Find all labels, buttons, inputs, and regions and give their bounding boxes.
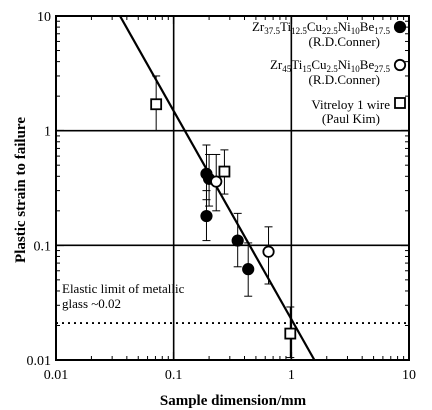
y-axis-title: Plastic strain to failure <box>13 117 29 263</box>
y-tick-label: 10 <box>37 10 51 25</box>
x-tick-label: 0.1 <box>165 368 183 383</box>
data-point-series-1 <box>200 209 213 223</box>
legend-label: Zr37.5Ti12.5Cu22.5Ni10Be17.5 <box>252 19 391 36</box>
grid-lines <box>56 16 409 360</box>
data-point-series-3 <box>150 98 163 111</box>
legend-source: (R.D.Conner) <box>309 72 381 87</box>
y-tick-label: 0.01 <box>27 354 52 369</box>
legend-marker <box>393 58 407 72</box>
x-axis-title: Sample dimension/mm <box>160 393 307 409</box>
data-point-series-3 <box>284 327 297 340</box>
plot-frame <box>55 15 410 361</box>
y-tick-label: 1 <box>44 125 51 140</box>
x-tick-label: 0.01 <box>44 368 69 383</box>
data-point-series-1 <box>242 263 255 276</box>
error-bars <box>152 75 295 359</box>
data-point-series-1 <box>231 234 244 247</box>
legend-source: (R.D.Conner) <box>309 34 381 49</box>
legend-label: Zr45Ti15Cu2.5Ni10Be27.5 <box>270 57 391 74</box>
data-points <box>150 98 297 340</box>
data-point-series-2 <box>210 175 223 188</box>
y-tick-label: 0.1 <box>34 239 52 254</box>
legend-marker <box>394 97 406 109</box>
data-point-series-2 <box>262 245 275 258</box>
legend-source: (Paul Kim) <box>322 111 380 126</box>
plot-border <box>55 15 410 361</box>
legend-label: Vitreloy 1 wire <box>311 97 390 112</box>
fit-line <box>119 15 316 361</box>
x-tick-label: 1 <box>288 368 295 383</box>
axis-ticks: 0.01 0.1 1 10 0.01 0.1 1 10 <box>27 10 417 383</box>
annotation-line: glass ~0.02 <box>62 296 121 311</box>
fit-line-layer <box>119 15 316 361</box>
data-point-series-3 <box>218 165 231 178</box>
annotation-line: Elastic limit of metallic <box>62 281 185 296</box>
legend-marker <box>393 20 407 34</box>
x-tick-label: 10 <box>402 368 416 383</box>
legend: Zr37.5Ti12.5Cu22.5Ni10Be17.5(R.D.Conner)… <box>252 19 407 126</box>
